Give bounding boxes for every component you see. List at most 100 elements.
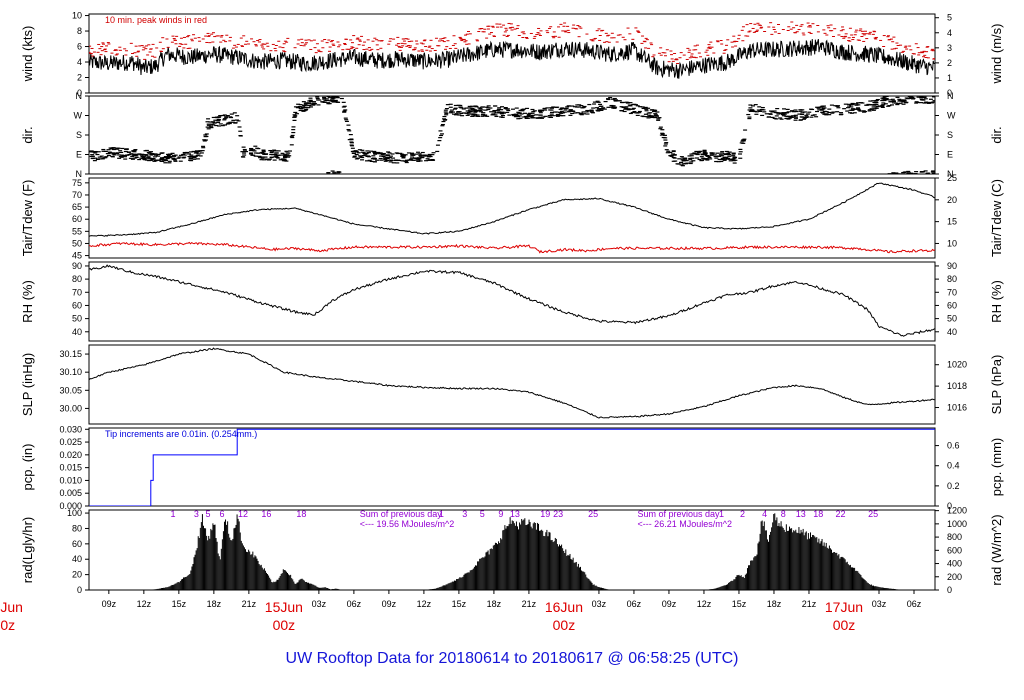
- time-tick-label: 12z: [417, 599, 432, 609]
- rad-hour-marker: 2: [740, 509, 745, 519]
- rh-ytick-right-label: 40: [947, 327, 957, 337]
- slp-ytick-label: 30.15: [59, 349, 82, 359]
- dir-ytick-right-label: S: [947, 130, 953, 140]
- pcp-ytick-label: 0.020: [59, 450, 82, 460]
- day-label-time: 00z: [0, 617, 15, 633]
- rad-hour-marker: 9: [498, 509, 503, 519]
- rad-daily-sum: Sum of previous day: [360, 509, 443, 519]
- rh-ytick-right-label: 90: [947, 261, 957, 271]
- temp-ytick-label: 70: [72, 190, 82, 200]
- rad-hour-marker: 18: [296, 509, 306, 519]
- wind-ytick-label: 0: [77, 88, 82, 98]
- wind-series-0: [89, 38, 935, 79]
- time-tick-label: 09z: [102, 599, 117, 609]
- dir-ylabel: dir.: [20, 126, 35, 143]
- rad-hour-marker: 25: [588, 509, 598, 519]
- slp-ytick-label: 30.10: [59, 367, 82, 377]
- rad-ytick-label: 0: [77, 585, 82, 595]
- pcp-annotation: Tip increments are 0.01in. (0.254mm.): [105, 429, 257, 439]
- wind-ytick-label: 10: [72, 11, 82, 21]
- slp-series-0: [89, 347, 935, 419]
- temp-ytick-label: 75: [72, 178, 82, 188]
- wind-ylabel-right: wind (m/s): [989, 24, 1004, 85]
- rad-hour-marker: 12: [238, 509, 248, 519]
- rad-daily-sum: Sum of previous day: [637, 509, 720, 519]
- slp-ytick-right-label: 1018: [947, 381, 967, 391]
- dir-ytick-right-label: E: [947, 150, 953, 160]
- time-tick-label: 18z: [487, 599, 502, 609]
- slp-ylabel-right: SLP (hPa): [989, 355, 1004, 415]
- rad-hour-marker: 4: [762, 509, 767, 519]
- wind-ytick-label: 4: [77, 57, 82, 67]
- time-tick-label: 18z: [767, 599, 782, 609]
- rad-hour-marker: 18: [813, 509, 823, 519]
- time-tick-label: 18z: [207, 599, 222, 609]
- wind-annotation: 10 min. peak winds in red: [105, 15, 207, 25]
- rad-daily-sum: <--- 26.21 MJoules/m^2: [637, 519, 732, 529]
- time-tick-label: 12z: [697, 599, 712, 609]
- rad-hour-marker: 1: [719, 509, 724, 519]
- pcp-series-0: [89, 428, 935, 506]
- pcp-frame: [88, 427, 936, 507]
- pcp-ytick-right-label: 0: [947, 501, 952, 511]
- rh-ytick-right-label: 50: [947, 314, 957, 324]
- rad-hour-marker: 1: [439, 509, 444, 519]
- rad-ytick-label: 60: [72, 539, 82, 549]
- wind-ytick-right-label: 3: [947, 43, 952, 53]
- rad-ytick-right-label: 1200: [947, 506, 967, 516]
- wind-ytick-label: 6: [77, 42, 82, 52]
- figure-title: UW Rooftop Data for 20180614 to 20180617…: [285, 650, 739, 667]
- pcp-ytick-label: 0.005: [59, 488, 82, 498]
- rad-ylabel: rad(Lgly/hr): [20, 517, 35, 583]
- rad-ytick-right-label: 800: [947, 532, 962, 542]
- dir-frame: [88, 95, 936, 175]
- slp-ytick-label: 30.05: [59, 385, 82, 395]
- day-label-date: 16Jun: [545, 599, 583, 615]
- day-label-date: 14Jun: [0, 599, 23, 615]
- slp-ytick-right-label: 1020: [947, 360, 967, 370]
- time-tick-label: 21z: [242, 599, 257, 609]
- rad-hour-marker: 5: [206, 509, 211, 519]
- rad-ytick-label: 100: [67, 508, 82, 518]
- rad-hour-marker: 25: [868, 509, 878, 519]
- pcp-ytick-label: 0.025: [59, 437, 82, 447]
- rad-hour-marker: 16: [261, 509, 271, 519]
- temp-ylabel-right: Tair/Tdew (C): [989, 179, 1004, 257]
- rad-hour-marker: 19: [540, 509, 550, 519]
- time-tick-label: 03z: [592, 599, 607, 609]
- wind-ylabel: wind (kts): [20, 26, 35, 83]
- dir-ytick-label: E: [76, 150, 82, 160]
- dir-ytick-label: W: [74, 111, 83, 121]
- time-tick-label: 12z: [137, 599, 152, 609]
- wind-ytick-label: 8: [77, 26, 82, 36]
- rh-ytick-label: 80: [72, 274, 82, 284]
- time-tick-label: 15z: [172, 599, 187, 609]
- dir-ytick-right-label: N: [947, 169, 954, 179]
- rh-ylabel: RH (%): [20, 280, 35, 323]
- temp-ytick-right-label: 20: [947, 195, 957, 205]
- time-tick-label: 06z: [347, 599, 362, 609]
- time-tick-label: 21z: [522, 599, 537, 609]
- slp-ylabel: SLP (inHg): [20, 353, 35, 416]
- pcp-ytick-label: 0.015: [59, 463, 82, 473]
- slp-frame: [88, 344, 936, 425]
- rad-hour-marker: 23: [553, 509, 563, 519]
- day-label-date: 15Jun: [265, 599, 303, 615]
- rad-ytick-label: 40: [72, 554, 82, 564]
- rad-hour-marker: 3: [194, 509, 199, 519]
- pcp-ytick-right-label: 0.2: [947, 481, 960, 491]
- temp-frame: [88, 177, 936, 259]
- time-tick-label: 15z: [732, 599, 747, 609]
- rad-hour-marker: 8: [781, 509, 786, 519]
- dir-ytick-label: N: [76, 91, 83, 101]
- rh-ytick-label: 70: [72, 287, 82, 297]
- wind-ytick-label: 2: [77, 73, 82, 83]
- pcp-ytick-label: 0.010: [59, 475, 82, 485]
- rh-series-0: [89, 264, 935, 337]
- day-label-date: 17Jun: [825, 599, 863, 615]
- wind-ytick-right-label: 2: [947, 58, 952, 68]
- rad-ytick-label: 80: [72, 523, 82, 533]
- pcp-ytick-right-label: 0.4: [947, 461, 960, 471]
- rad-hour-marker: 13: [510, 509, 520, 519]
- rad-daily-sum: <--- 19.56 MJoules/m^2: [360, 519, 455, 529]
